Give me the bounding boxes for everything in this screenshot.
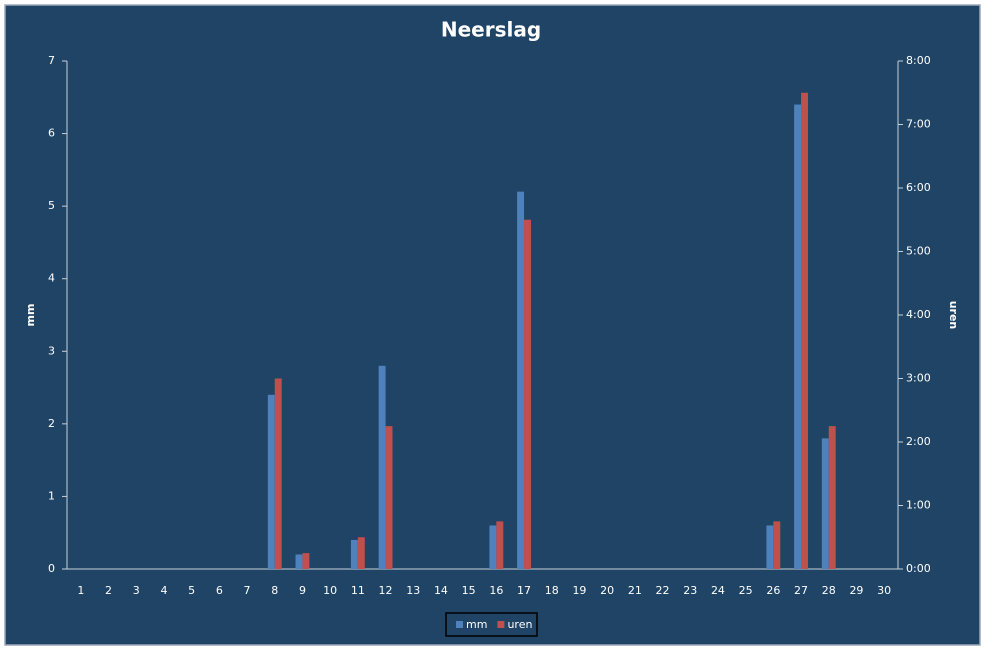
x-tick-label: 2 [105, 584, 112, 597]
bar [517, 191, 525, 569]
legend-label: uren [507, 618, 532, 631]
x-tick-label: 8 [271, 584, 278, 597]
bar [378, 365, 386, 569]
x-tick-label: 18 [545, 584, 559, 597]
x-tick-label: 21 [628, 584, 642, 597]
y-axis-label: mm [24, 304, 37, 327]
x-tick-label: 20 [600, 584, 614, 597]
y-tick-label: 3 [48, 344, 55, 357]
y2-tick-label: 6:00 [906, 181, 931, 194]
y-tick-label: 7 [48, 54, 55, 67]
x-tick-label: 25 [739, 584, 753, 597]
y2-tick-label: 1:00 [906, 499, 931, 512]
bar [773, 521, 781, 569]
y-tick-label: 0 [48, 562, 55, 575]
x-tick-label: 30 [877, 584, 891, 597]
bar [350, 539, 358, 569]
bar [828, 426, 836, 569]
bar [821, 438, 829, 569]
bar [357, 537, 365, 569]
y2-tick-label: 2:00 [906, 435, 931, 448]
x-tick-label: 17 [517, 584, 531, 597]
y2-tick-label: 0:00 [906, 562, 931, 575]
y2-axis-label: uren [947, 301, 960, 330]
x-tick-label: 26 [766, 584, 780, 597]
legend-swatch [497, 621, 505, 628]
y2-tick-label: 8:00 [906, 54, 931, 67]
y2-tick-label: 3:00 [906, 372, 931, 385]
legend [445, 612, 538, 637]
y2-tick-label: 7:00 [906, 118, 931, 131]
bar [295, 554, 303, 569]
bar [302, 553, 310, 569]
y-tick-label: 6 [48, 127, 55, 140]
x-tick-label: 9 [299, 584, 306, 597]
x-tick-label: 27 [794, 584, 808, 597]
x-tick-label: 13 [406, 584, 420, 597]
bar [489, 525, 497, 569]
x-tick-label: 29 [849, 584, 863, 597]
bar [385, 426, 393, 569]
x-tick-label: 14 [434, 584, 448, 597]
x-tick-label: 24 [711, 584, 725, 597]
bar [274, 378, 282, 569]
bar [524, 219, 531, 569]
bar [267, 394, 275, 569]
x-tick-label: 7 [244, 584, 251, 597]
x-tick-label: 12 [379, 584, 393, 597]
x-tick-label: 19 [572, 584, 586, 597]
y2-tick-label: 4:00 [906, 308, 931, 321]
x-tick-label: 15 [462, 584, 476, 597]
x-tick-label: 22 [656, 584, 670, 597]
x-tick-label: 4 [160, 584, 167, 597]
x-tick-label: 1 [77, 584, 84, 597]
legend-swatch [456, 621, 463, 628]
chart-title: Neerslag [441, 18, 541, 42]
legend-label: mm [466, 618, 487, 631]
y2-tick-label: 5:00 [906, 245, 931, 258]
x-tick-label: 28 [822, 584, 836, 597]
x-tick-label: 10 [323, 584, 337, 597]
x-tick-label: 16 [489, 584, 503, 597]
x-tick-label: 5 [188, 584, 195, 597]
x-tick-label: 6 [216, 584, 223, 597]
y-tick-label: 5 [48, 199, 55, 212]
y-tick-label: 2 [48, 417, 55, 430]
y-tick-label: 4 [48, 272, 55, 285]
bar [801, 92, 808, 569]
x-tick-label: 23 [683, 584, 697, 597]
bar [794, 104, 802, 570]
bar [766, 525, 774, 569]
x-tick-label: 11 [351, 584, 365, 597]
bar [496, 521, 504, 569]
y-tick-label: 1 [48, 489, 55, 502]
x-tick-label: 3 [133, 584, 140, 597]
